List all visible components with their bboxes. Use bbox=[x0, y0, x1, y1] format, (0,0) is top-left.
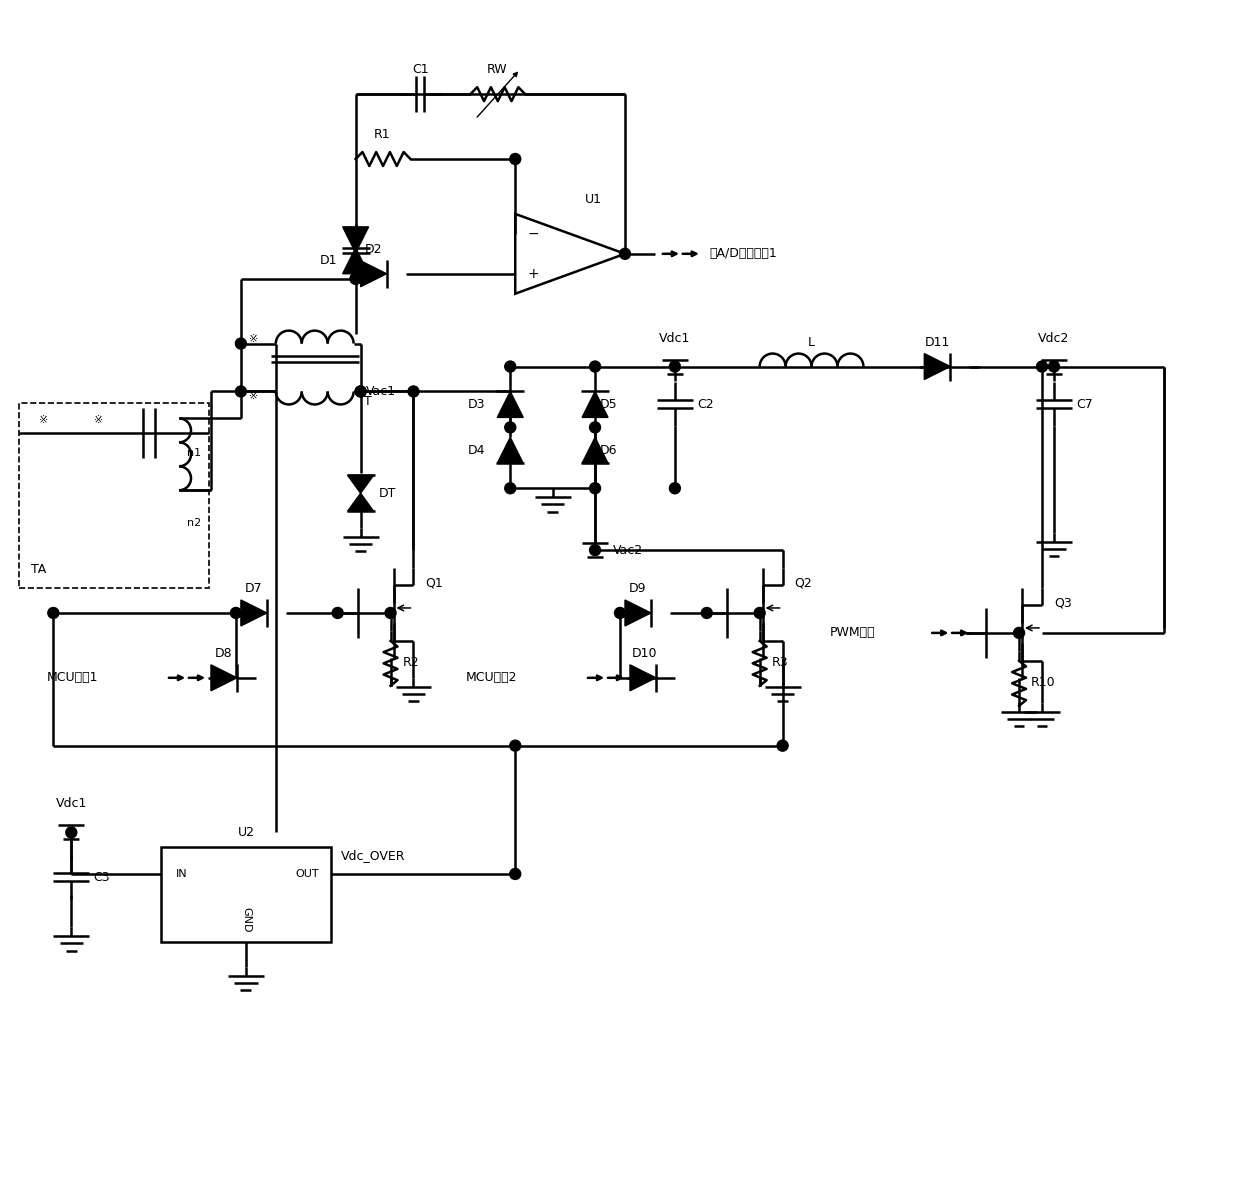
Text: T: T bbox=[363, 394, 371, 407]
Polygon shape bbox=[347, 475, 373, 493]
Circle shape bbox=[66, 827, 77, 838]
Circle shape bbox=[620, 248, 630, 259]
Circle shape bbox=[236, 386, 247, 397]
Polygon shape bbox=[241, 600, 267, 626]
Circle shape bbox=[355, 386, 366, 397]
Text: MCU控制1: MCU控制1 bbox=[46, 671, 98, 684]
Text: Vdc1: Vdc1 bbox=[56, 797, 87, 810]
Polygon shape bbox=[497, 392, 523, 417]
Circle shape bbox=[505, 361, 516, 372]
Circle shape bbox=[670, 361, 681, 372]
Text: L: L bbox=[808, 335, 815, 348]
Circle shape bbox=[505, 422, 516, 432]
Circle shape bbox=[510, 868, 521, 879]
Text: ※: ※ bbox=[94, 416, 103, 425]
Circle shape bbox=[754, 607, 765, 619]
Text: D1: D1 bbox=[320, 254, 337, 267]
Text: C2: C2 bbox=[697, 398, 713, 411]
Text: D8: D8 bbox=[215, 646, 233, 659]
Circle shape bbox=[332, 607, 343, 619]
Text: IN: IN bbox=[176, 868, 187, 879]
Text: TA: TA bbox=[31, 563, 47, 576]
Polygon shape bbox=[211, 665, 237, 690]
Circle shape bbox=[386, 607, 396, 619]
Text: U1: U1 bbox=[585, 192, 603, 206]
Text: RW: RW bbox=[487, 63, 507, 76]
Text: Q3: Q3 bbox=[1054, 596, 1071, 609]
Text: U2: U2 bbox=[237, 827, 254, 840]
Text: n1: n1 bbox=[187, 448, 201, 459]
Text: Vac2: Vac2 bbox=[613, 544, 644, 557]
Polygon shape bbox=[347, 493, 373, 511]
Text: Q1: Q1 bbox=[425, 576, 443, 589]
Circle shape bbox=[615, 607, 625, 619]
Text: Q2: Q2 bbox=[795, 576, 812, 589]
Polygon shape bbox=[625, 600, 651, 626]
Circle shape bbox=[589, 422, 600, 432]
Text: GND: GND bbox=[241, 908, 250, 933]
Text: D11: D11 bbox=[925, 335, 950, 348]
Text: D2: D2 bbox=[365, 242, 382, 255]
Circle shape bbox=[589, 361, 600, 372]
Polygon shape bbox=[924, 354, 950, 379]
Polygon shape bbox=[582, 392, 608, 417]
Text: C3: C3 bbox=[93, 871, 110, 884]
Circle shape bbox=[670, 482, 681, 494]
Circle shape bbox=[350, 273, 361, 284]
Circle shape bbox=[1037, 361, 1048, 372]
Circle shape bbox=[510, 153, 521, 164]
Circle shape bbox=[777, 740, 789, 751]
Text: Vdc_OVER: Vdc_OVER bbox=[341, 849, 405, 862]
Text: Vdc1: Vdc1 bbox=[660, 331, 691, 345]
Polygon shape bbox=[342, 248, 368, 273]
Circle shape bbox=[589, 482, 600, 494]
Text: D4: D4 bbox=[467, 444, 485, 457]
Polygon shape bbox=[361, 261, 387, 286]
Text: C1: C1 bbox=[412, 63, 429, 76]
Text: C7: C7 bbox=[1076, 398, 1092, 411]
Bar bbox=[161, 847, 331, 942]
Circle shape bbox=[1049, 361, 1059, 372]
Text: +: + bbox=[527, 267, 539, 280]
Circle shape bbox=[1013, 627, 1024, 638]
Text: D6: D6 bbox=[600, 444, 618, 457]
Text: Vdc2: Vdc2 bbox=[1038, 331, 1070, 345]
Polygon shape bbox=[630, 665, 656, 690]
Circle shape bbox=[702, 607, 712, 619]
Circle shape bbox=[355, 386, 366, 397]
Text: D9: D9 bbox=[629, 582, 647, 595]
Circle shape bbox=[350, 273, 361, 284]
Text: D10: D10 bbox=[632, 646, 657, 659]
Circle shape bbox=[510, 740, 521, 751]
Circle shape bbox=[408, 386, 419, 397]
Circle shape bbox=[236, 339, 247, 349]
Circle shape bbox=[589, 544, 600, 556]
Text: PWM控制: PWM控制 bbox=[830, 626, 875, 639]
Text: D3: D3 bbox=[467, 398, 485, 411]
Text: D7: D7 bbox=[246, 582, 263, 595]
Text: −: − bbox=[527, 227, 539, 241]
Text: R10: R10 bbox=[1030, 676, 1055, 689]
Polygon shape bbox=[342, 227, 368, 253]
Text: R1: R1 bbox=[374, 128, 391, 141]
Text: OUT: OUT bbox=[295, 868, 319, 879]
Text: Vac1: Vac1 bbox=[366, 385, 396, 398]
Polygon shape bbox=[582, 437, 608, 463]
Text: R3: R3 bbox=[771, 656, 789, 669]
Circle shape bbox=[231, 607, 242, 619]
Text: MCU控制2: MCU控制2 bbox=[465, 671, 517, 684]
Circle shape bbox=[505, 482, 516, 494]
Text: ※: ※ bbox=[249, 392, 258, 402]
Text: n2: n2 bbox=[187, 518, 201, 529]
Text: DT: DT bbox=[378, 487, 396, 500]
Text: ※: ※ bbox=[249, 334, 258, 343]
Text: D5: D5 bbox=[600, 398, 618, 411]
Text: ※: ※ bbox=[40, 416, 48, 425]
Text: R2: R2 bbox=[403, 656, 419, 669]
Polygon shape bbox=[497, 437, 523, 463]
Circle shape bbox=[48, 607, 58, 619]
Text: 至A/D转换通道1: 至A/D转换通道1 bbox=[709, 247, 777, 260]
